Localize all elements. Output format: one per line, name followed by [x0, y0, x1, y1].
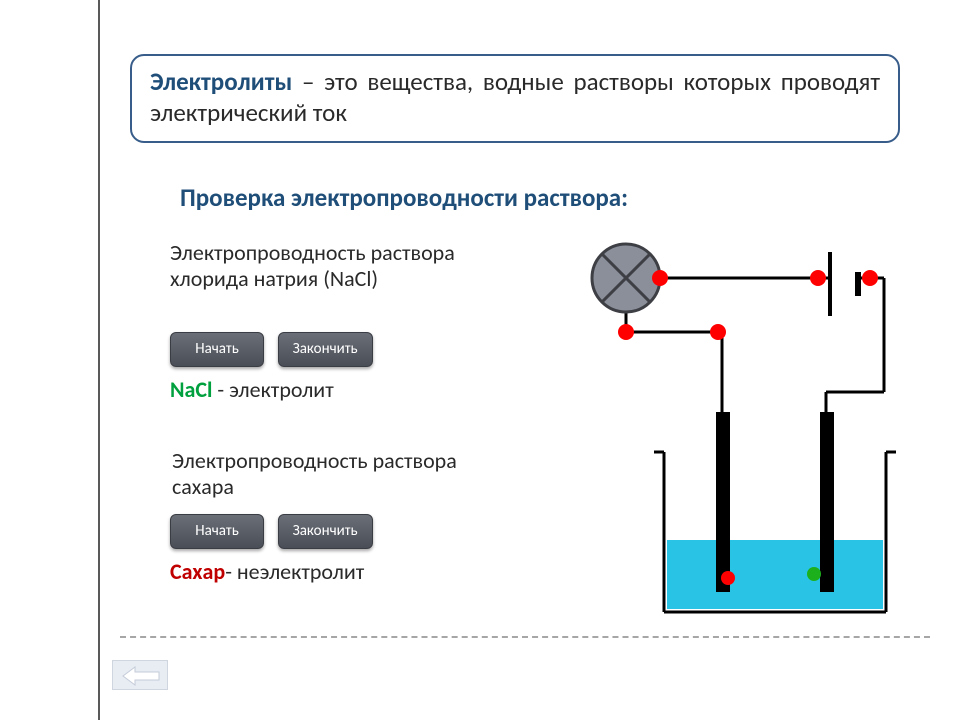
result2-keyword: Сахар: [170, 558, 225, 585]
dashed-divider: [120, 636, 930, 638]
result1-keyword: NaCl: [170, 376, 212, 403]
content-area: Электролиты – это вещества, водные раств…: [100, 0, 960, 720]
definition-box: Электролиты – это вещества, водные раств…: [130, 54, 900, 143]
experiment1-label: Электропроводность раствора хлорида натр…: [170, 240, 460, 293]
result2-rest: - неэлектролит: [225, 558, 364, 585]
stop-button-2[interactable]: Закончить: [278, 514, 373, 549]
nav-arrow-icon[interactable]: [112, 660, 168, 690]
start-button-2[interactable]: Начать: [170, 514, 264, 549]
experiment1-result: NaCl - электролит: [170, 376, 334, 403]
experiment2-buttons: Начать Закончить: [170, 514, 383, 549]
experiment1-buttons: Начать Закончить: [170, 332, 383, 367]
circuit-diagram: [538, 232, 938, 632]
experiment2-label: Электропроводность раствора сахара: [172, 448, 462, 501]
result1-rest: - электролит: [212, 376, 333, 403]
subtitle: Проверка электропроводности раствора:: [180, 182, 628, 213]
experiment2-result: Сахар- неэлектролит: [170, 558, 364, 585]
definition-keyword: Электролиты: [150, 66, 292, 97]
stop-button-1[interactable]: Закончить: [278, 332, 373, 367]
start-button-1[interactable]: Начать: [170, 332, 264, 367]
